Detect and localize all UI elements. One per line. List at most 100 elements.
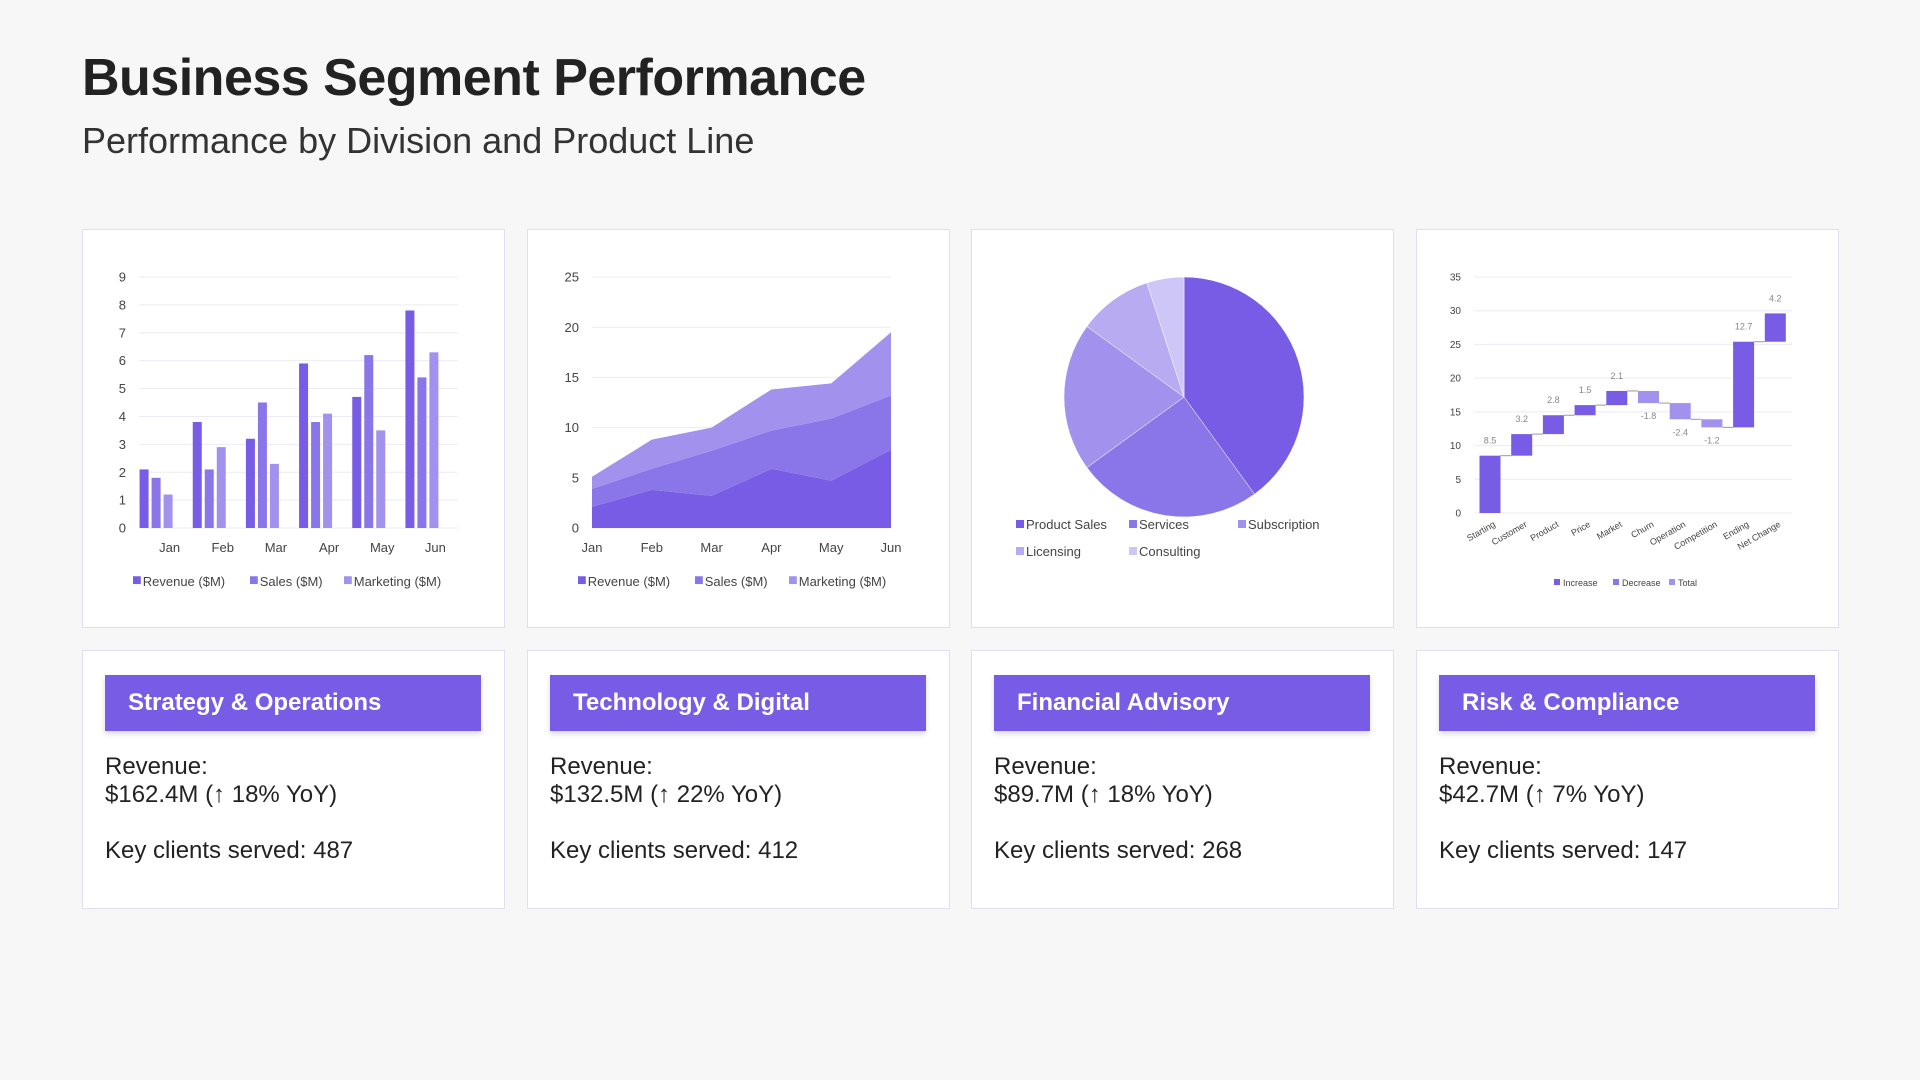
legend-label: Revenue ($M) (143, 574, 225, 589)
bar (139, 469, 149, 528)
bar (376, 430, 386, 528)
revenue-label: Revenue: (1439, 753, 1542, 780)
x-tick-label: Price (1569, 519, 1592, 538)
x-tick-label: Feb (641, 540, 663, 555)
bar (151, 477, 161, 528)
stacked-area-chart: 0 5 10 15 20 25 Jan Feb Mar Apr May Jun Revenue ($M)… (565, 270, 902, 589)
clients-served: Key clients served: 487 (105, 837, 354, 864)
bar (417, 377, 427, 528)
segment-card-financial: Financial Advisory Revenue: $89.7M (↑ 18… (971, 650, 1394, 909)
waterfall-bar (1764, 313, 1786, 342)
legend-label: Marketing ($M) (354, 574, 441, 589)
page-subtitle: Performance by Division and Product Line (82, 120, 755, 161)
pie-chart: Product Sales Services Subscription Licensi… (1016, 276, 1320, 559)
y-tick-label: 8 (119, 297, 126, 312)
segment-card-risk: Risk & Compliance Revenue: $42.7M (↑ 7% … (1416, 650, 1839, 909)
grouped-bar-chart: 0 1 2 3 4 5 6 7 8 9 Jan Feb Mar Apr May Jun Revenue ($M)… (119, 270, 458, 589)
waterfall-chart-card: 0 5 10 15 20 25 30 35 8.5 Starting 3.2 Customer 2.8 P… (1416, 229, 1839, 628)
y-tick-label: 4 (119, 409, 126, 424)
area-sales (592, 395, 891, 507)
y-tick-label: 15 (565, 370, 579, 385)
pie-slice-subscription (1063, 326, 1185, 468)
clients-served: Key clients served: 147 (1439, 837, 1688, 864)
segment-card-technology: Technology & Digital Revenue: $132.5M (↑… (527, 650, 950, 909)
y-tick-label: 20 (1450, 374, 1462, 385)
clients-served: Key clients served: 412 (550, 837, 799, 864)
bar (299, 363, 309, 528)
y-tick-label: 15 (1450, 407, 1462, 418)
x-tick-label: Jan (582, 540, 603, 555)
revenue-label: Revenue: (105, 753, 208, 780)
x-tick-label: Feb (212, 540, 234, 555)
revenue-value: $89.7M (↑ 18% YoY) (994, 781, 1213, 808)
x-tick-label: Jan (159, 540, 180, 555)
revenue-value: $42.7M (↑ 7% YoY) (1439, 781, 1645, 808)
revenue-label: Revenue: (550, 753, 653, 780)
segment-title: Financial Advisory (994, 675, 1370, 731)
x-tick-label: Product (1529, 519, 1561, 543)
waterfall-bar (1606, 390, 1628, 406)
legend-label: Sales ($M) (705, 574, 768, 589)
segment-title: Technology & Digital (550, 675, 926, 731)
legend-swatch (1016, 547, 1024, 555)
pie-slice-services (1086, 396, 1255, 518)
y-tick-label: 25 (1450, 340, 1462, 351)
x-tick-label: Apr (319, 540, 340, 555)
y-tick-label: 7 (119, 325, 126, 340)
waterfall-bar (1701, 419, 1723, 428)
legend-label: Sales ($M) (260, 574, 323, 589)
value-label: 4.2 (1769, 293, 1782, 303)
x-tick-label: Mar (265, 540, 288, 555)
grouped-bar-chart-card: 0 1 2 3 4 5 6 7 8 9 Jan Feb Mar Apr May Jun Revenue ($M)… (82, 229, 505, 628)
legend-label: Services (1139, 517, 1189, 532)
y-tick-label: 3 (119, 437, 126, 452)
legend-label: Subscription (1248, 517, 1320, 532)
y-tick-label: 5 (1455, 475, 1461, 486)
legend-label: Decrease (1622, 578, 1661, 588)
area-marketing (592, 332, 891, 489)
legend-swatch (1129, 547, 1137, 555)
pie-chart-card: Product Sales Services Subscription Licensi… (971, 229, 1394, 628)
bar (216, 447, 226, 528)
bar (323, 413, 333, 528)
y-tick-label: 0 (119, 521, 126, 536)
legend-swatch (1554, 579, 1560, 585)
y-tick-label: 0 (572, 521, 579, 536)
value-label: 12.7 (1735, 322, 1753, 332)
y-tick-label: 20 (565, 320, 579, 335)
waterfall-bar (1733, 341, 1755, 428)
legend-swatch (1016, 520, 1024, 528)
y-tick-label: 0 (1455, 509, 1461, 520)
legend-swatch (789, 576, 797, 585)
waterfall-bar (1638, 390, 1659, 404)
bar (245, 438, 255, 528)
pie-slice-consulting (1146, 276, 1185, 398)
value-label: 3.2 (1515, 414, 1528, 424)
value-label: -1.8 (1641, 411, 1657, 421)
waterfall-bar (1479, 455, 1501, 513)
revenue-label: Revenue: (994, 753, 1097, 780)
bar (405, 310, 415, 528)
x-tick-label: May (370, 540, 395, 555)
legend-swatch (344, 576, 352, 585)
revenue-value: $162.4M (↑ 18% YoY) (105, 781, 338, 808)
legend-swatch (1613, 579, 1619, 585)
pie-slice-licensing (1086, 282, 1185, 398)
page-title: Business Segment Performance (82, 49, 866, 107)
bar (163, 494, 173, 528)
waterfall-bar (1511, 434, 1533, 456)
value-label: 1.5 (1579, 385, 1592, 395)
segment-title: Risk & Compliance (1439, 675, 1815, 731)
legend-label: Increase (1563, 578, 1598, 588)
value-label: 2.1 (1611, 371, 1624, 381)
value-label: 8.5 (1484, 436, 1497, 446)
area-revenue (592, 449, 891, 528)
legend-swatch (578, 576, 586, 585)
y-tick-label: 5 (572, 470, 579, 485)
value-label: -2.4 (1672, 427, 1688, 437)
y-tick-label: 30 (1450, 306, 1462, 317)
legend-swatch (1669, 579, 1675, 585)
legend-label: Product Sales (1026, 517, 1107, 532)
legend-label: Consulting (1139, 544, 1200, 559)
legend-swatch (133, 576, 141, 585)
